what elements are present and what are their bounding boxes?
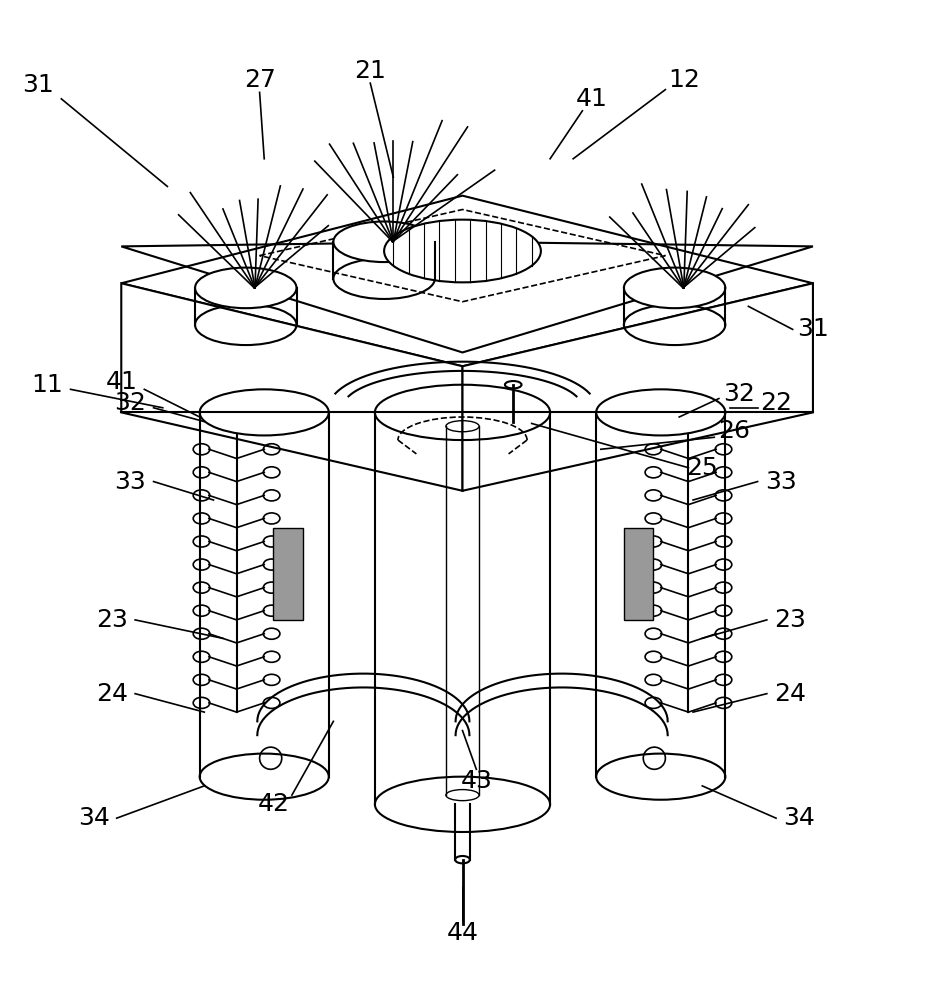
Text: 33: 33 xyxy=(115,470,146,494)
Text: 24: 24 xyxy=(96,682,128,706)
Text: 24: 24 xyxy=(774,682,806,706)
Text: 33: 33 xyxy=(765,470,796,494)
Text: 41: 41 xyxy=(575,87,608,111)
Text: 44: 44 xyxy=(447,921,478,945)
Ellipse shape xyxy=(333,221,435,262)
Text: 34: 34 xyxy=(783,806,815,830)
Text: 25: 25 xyxy=(686,456,718,480)
Text: 32: 32 xyxy=(723,382,755,406)
Text: 31: 31 xyxy=(797,317,829,341)
Ellipse shape xyxy=(384,220,541,282)
Bar xyxy=(274,528,303,620)
Text: 43: 43 xyxy=(461,769,492,793)
Text: 31: 31 xyxy=(22,73,55,97)
Polygon shape xyxy=(462,283,813,491)
Text: 23: 23 xyxy=(96,608,128,632)
Text: 27: 27 xyxy=(243,68,276,92)
Text: 26: 26 xyxy=(719,419,750,443)
Text: 12: 12 xyxy=(668,68,700,92)
Text: 22: 22 xyxy=(760,391,792,415)
Ellipse shape xyxy=(623,268,725,308)
Text: 41: 41 xyxy=(105,370,137,394)
Text: 21: 21 xyxy=(354,59,387,83)
Ellipse shape xyxy=(195,268,297,308)
Text: 11: 11 xyxy=(31,373,64,397)
Polygon shape xyxy=(121,283,462,491)
Text: 34: 34 xyxy=(78,806,109,830)
Text: 42: 42 xyxy=(257,792,290,816)
Bar xyxy=(623,528,653,620)
Text: 32: 32 xyxy=(115,391,146,415)
Text: 23: 23 xyxy=(774,608,806,632)
